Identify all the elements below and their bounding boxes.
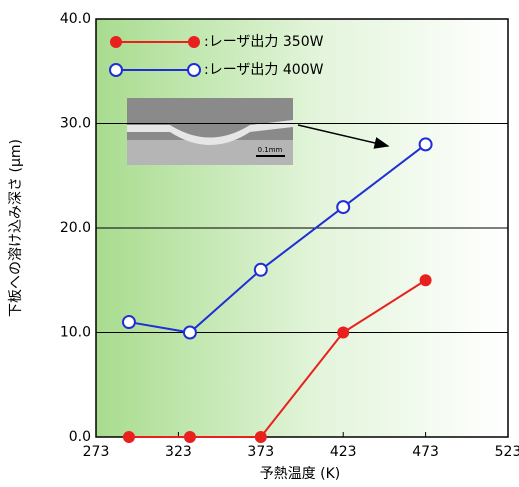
scale-label: 0.1mm — [258, 146, 283, 154]
legend-marker — [111, 37, 121, 47]
x-tick-label: 473 — [412, 444, 439, 460]
legend-marker — [189, 37, 199, 47]
legend-marker — [188, 64, 200, 76]
y-tick-label: 0.0 — [69, 429, 91, 445]
page: {"chart_data": {"type": "line", "xlabel"… — [0, 0, 519, 487]
chart: 下板への溶け込み深さ (μm) 予熱温度 (K) 0.1mm 0.0 10.0 20… — [0, 0, 519, 487]
x-axis-label: 予熱温度 (K) — [260, 466, 341, 482]
data-point — [420, 138, 432, 150]
data-point — [421, 275, 431, 285]
data-point — [255, 264, 267, 276]
legend-label: :レーザ出力 400W — [204, 62, 324, 78]
legend-marker — [110, 64, 122, 76]
x-tick-label: 423 — [330, 444, 357, 460]
x-tick-label: 523 — [495, 444, 519, 460]
y-tick-label: 20.0 — [60, 220, 91, 236]
legend-label: :レーザ出力 350W — [204, 34, 324, 50]
data-point — [256, 432, 266, 442]
data-point — [124, 432, 134, 442]
y-tick-label: 40.0 — [60, 11, 91, 27]
x-tick-label: 323 — [165, 444, 192, 460]
data-point — [338, 328, 348, 338]
data-point — [337, 201, 349, 213]
y-axis-label: 下板への溶け込み深さ (μm) — [8, 139, 24, 317]
data-point — [185, 432, 195, 442]
data-point — [123, 316, 135, 328]
data-point — [184, 327, 196, 339]
y-tick-label: 10.0 — [60, 325, 91, 341]
x-tick-label: 373 — [247, 444, 274, 460]
inset-photo: 0.1mm — [127, 98, 293, 165]
y-tick-label: 30.0 — [60, 116, 91, 132]
x-tick-label: 273 — [83, 444, 110, 460]
